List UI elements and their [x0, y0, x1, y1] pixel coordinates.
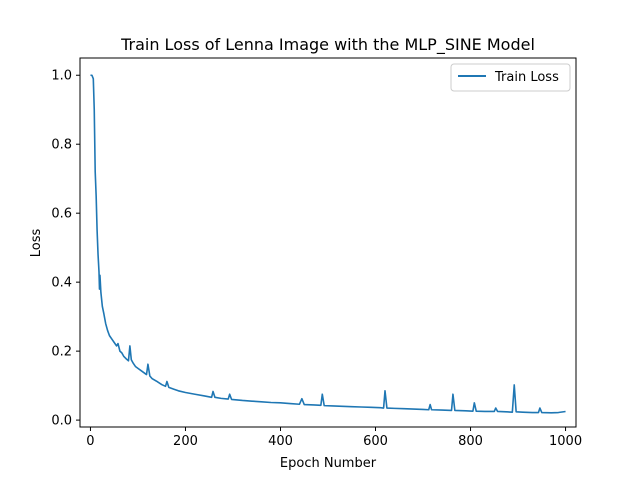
y-tick-label: 0.2	[51, 345, 72, 360]
y-axis-label: Loss	[29, 229, 44, 258]
series-layer	[90, 74, 566, 414]
plot-area: 0 200 400 600 800 1000 0.0 0.2 0.4 0.6 0.8 1.0	[51, 57, 582, 449]
x-tick-label: 600	[363, 434, 388, 449]
legend-label: Train Loss	[494, 70, 559, 85]
legend-box	[450, 63, 571, 92]
series-line-train-loss	[90, 74, 566, 414]
y-tick-label: 1.0	[51, 69, 72, 84]
x-tick-label: 0	[86, 434, 94, 449]
y-tick-label: 0.8	[51, 138, 72, 153]
x-tick-label: 200	[173, 434, 198, 449]
x-tick-label: 800	[458, 434, 483, 449]
chart-title: Train Loss of Lenna Image with the MLP_S…	[120, 35, 535, 55]
legend: Train Loss	[450, 63, 571, 92]
y-tick-label: 0.0	[51, 414, 72, 429]
x-tick-label: 400	[268, 434, 293, 449]
x-axis-label: Epoch Number	[280, 456, 377, 471]
x-axis-ticks: 0 200 400 600 800 1000	[86, 427, 582, 449]
axes-frame	[79, 57, 577, 428]
x-tick-label: 1000	[549, 434, 582, 449]
y-tick-label: 0.4	[51, 276, 72, 291]
y-tick-label: 0.6	[51, 207, 72, 222]
y-axis-ticks: 0.0 0.2 0.4 0.6 0.8 1.0	[51, 69, 80, 429]
